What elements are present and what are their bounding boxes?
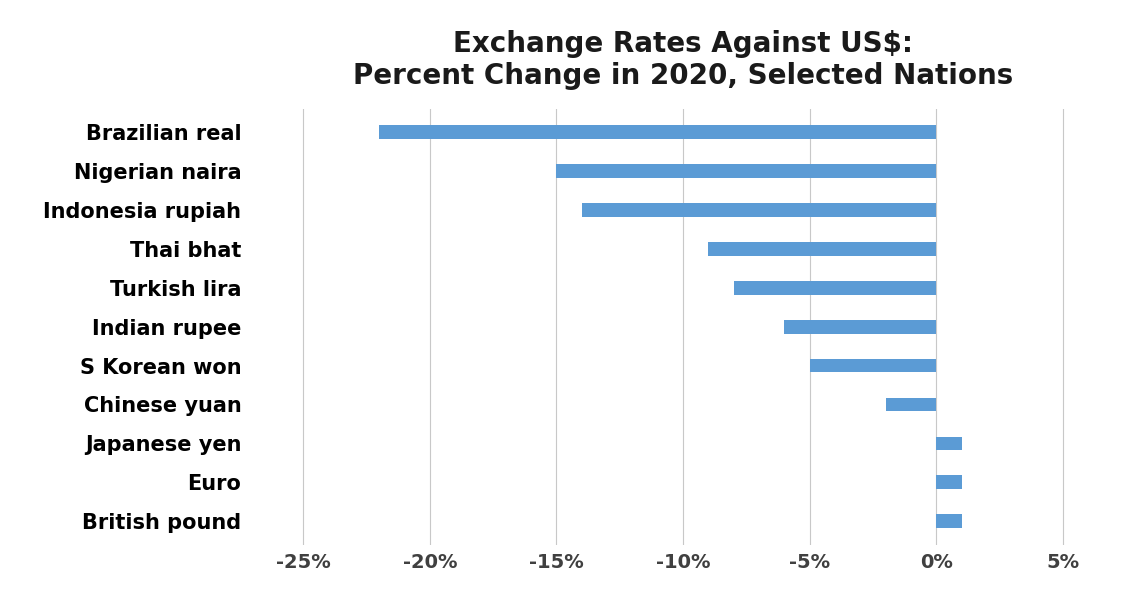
- Bar: [937, 476, 962, 489]
- Bar: [379, 125, 937, 139]
- Bar: [784, 320, 937, 333]
- Title: Exchange Rates Against US$:
Percent Change in 2020, Selected Nations: Exchange Rates Against US$: Percent Chan…: [352, 30, 1014, 90]
- Bar: [937, 437, 962, 450]
- Bar: [557, 165, 937, 178]
- Bar: [708, 242, 937, 256]
- Bar: [937, 514, 962, 528]
- Bar: [734, 281, 937, 295]
- Bar: [582, 203, 937, 217]
- Bar: [885, 397, 937, 411]
- Bar: [809, 359, 937, 373]
